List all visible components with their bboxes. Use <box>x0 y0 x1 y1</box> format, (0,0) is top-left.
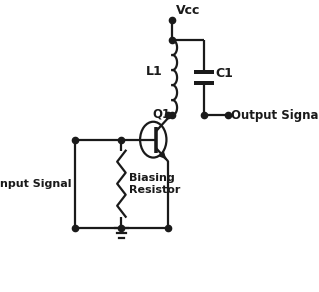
Text: L1: L1 <box>146 65 163 78</box>
Text: Output Signal: Output Signal <box>231 109 319 121</box>
Text: Input Signal: Input Signal <box>0 179 71 189</box>
Text: Biasing
Resistor: Biasing Resistor <box>130 173 181 194</box>
Text: C1: C1 <box>215 67 233 80</box>
Text: Vcc: Vcc <box>175 4 200 17</box>
Text: Q1: Q1 <box>152 107 170 120</box>
